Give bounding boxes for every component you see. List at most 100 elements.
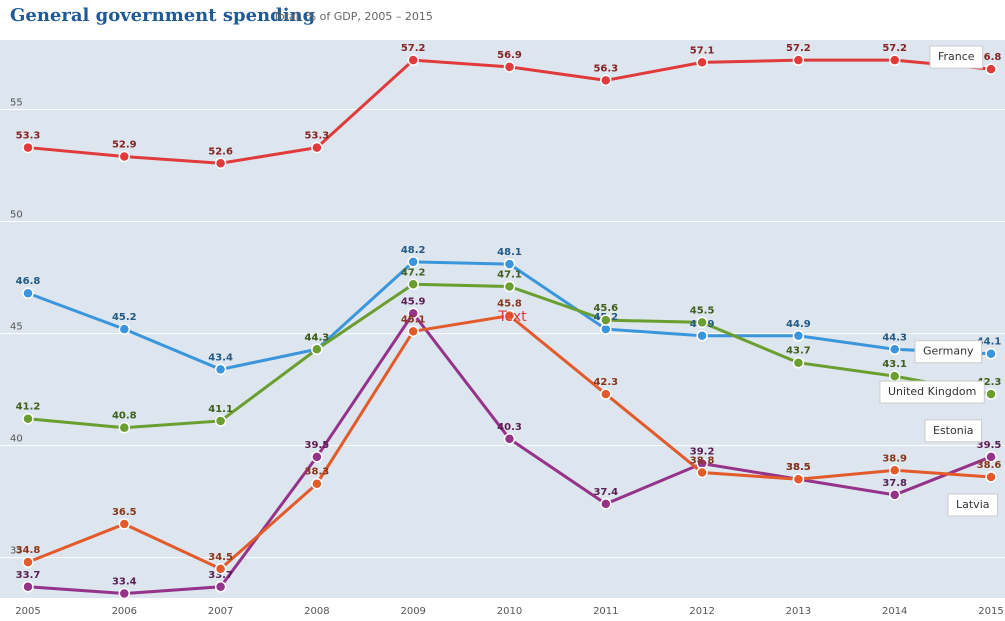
data-label: 38.9 bbox=[882, 453, 907, 464]
data-point bbox=[503, 433, 516, 445]
data-label: 37.8 bbox=[882, 478, 907, 489]
data-label: 44.3 bbox=[882, 332, 907, 343]
chart-title: General government spending bbox=[10, 5, 316, 26]
data-point bbox=[696, 56, 708, 69]
data-point bbox=[407, 325, 419, 338]
data-point bbox=[600, 74, 612, 87]
data-label: 41.1 bbox=[208, 404, 233, 415]
data-point bbox=[600, 498, 612, 510]
y-tick-label: 45 bbox=[10, 322, 23, 333]
data-point bbox=[503, 258, 516, 270]
data-point bbox=[985, 451, 997, 463]
x-tick-label: 2012 bbox=[689, 606, 714, 617]
data-point bbox=[985, 347, 997, 360]
data-point bbox=[985, 471, 997, 483]
data-point bbox=[503, 280, 516, 293]
x-tick-label: 2008 bbox=[304, 606, 329, 617]
annotation: Text bbox=[497, 309, 527, 325]
data-label: 39.5 bbox=[977, 440, 1002, 451]
data-label: 37.4 bbox=[593, 487, 618, 498]
legend-box bbox=[929, 45, 984, 69]
data-label: 45.5 bbox=[690, 305, 715, 316]
data-point bbox=[888, 54, 901, 66]
data-point bbox=[985, 388, 997, 400]
data-point bbox=[503, 309, 516, 322]
data-point bbox=[696, 316, 708, 329]
data-label: 43.1 bbox=[882, 359, 907, 370]
data-label: 40.3 bbox=[497, 422, 522, 433]
data-point bbox=[311, 141, 323, 154]
data-label: 45.8 bbox=[497, 299, 522, 310]
data-point bbox=[888, 343, 901, 356]
data-label: 43.4 bbox=[208, 352, 233, 363]
data-label: 34.8 bbox=[16, 545, 41, 556]
data-label: 38.3 bbox=[305, 467, 330, 478]
y-tick-label: 50 bbox=[10, 210, 23, 221]
data-point bbox=[696, 330, 708, 342]
data-label: 44.1 bbox=[977, 337, 1002, 348]
data-point bbox=[118, 587, 131, 600]
data-point bbox=[214, 415, 227, 427]
data-label: 46.8 bbox=[16, 276, 41, 287]
data-label: 47.2 bbox=[401, 267, 426, 278]
data-label: 43.7 bbox=[786, 346, 811, 357]
data-label: 40.8 bbox=[112, 411, 137, 422]
data-label: 57.2 bbox=[401, 43, 426, 54]
data-label: 45.2 bbox=[112, 312, 137, 323]
x-tick-label: 2009 bbox=[400, 606, 425, 617]
x-tick-label: 2013 bbox=[786, 606, 811, 617]
legend-label: United Kingdom bbox=[888, 385, 976, 398]
x-tick-label: 2015 bbox=[978, 606, 1003, 617]
data-point bbox=[118, 421, 131, 434]
data-label: 45.6 bbox=[593, 303, 618, 314]
x-tick-label: 2007 bbox=[208, 606, 233, 617]
x-tick-label: 2005 bbox=[15, 606, 40, 617]
data-point bbox=[792, 473, 805, 485]
data-label: 38.8 bbox=[690, 456, 715, 467]
data-label: 33.4 bbox=[112, 577, 137, 588]
data-point bbox=[503, 61, 516, 73]
data-label: 57.2 bbox=[786, 43, 811, 54]
legend-label: Germany bbox=[923, 345, 974, 358]
x-tick-label: 2014 bbox=[882, 606, 907, 617]
data-point bbox=[214, 563, 227, 575]
data-point bbox=[214, 581, 227, 593]
data-point bbox=[985, 63, 997, 75]
data-label: 38.6 bbox=[977, 460, 1002, 471]
data-label: 56.9 bbox=[497, 50, 522, 61]
y-tick-label: 55 bbox=[10, 97, 23, 108]
data-point bbox=[407, 307, 419, 320]
data-label: 44.3 bbox=[305, 332, 330, 343]
data-point bbox=[118, 323, 131, 335]
data-point bbox=[22, 412, 34, 425]
data-point bbox=[407, 54, 419, 66]
data-point bbox=[407, 278, 419, 291]
data-point bbox=[311, 477, 323, 490]
y-tick-label: 35 bbox=[10, 546, 23, 557]
data-point bbox=[22, 556, 34, 568]
plot-area bbox=[0, 40, 1005, 598]
chart-subtitle: Total, % of GDP, 2005 – 2015 bbox=[272, 10, 433, 23]
data-label: 52.6 bbox=[208, 146, 233, 157]
data-point bbox=[311, 451, 323, 463]
data-point bbox=[214, 157, 227, 170]
data-label: 57.1 bbox=[690, 45, 715, 56]
data-label: 44.3 bbox=[305, 332, 330, 343]
data-label: 56.8 bbox=[977, 52, 1002, 63]
x-tick-label: 2006 bbox=[112, 606, 137, 617]
data-label: 41.2 bbox=[16, 402, 41, 413]
legend-label: France bbox=[938, 50, 975, 63]
data-label: 53.3 bbox=[305, 131, 330, 142]
data-label: 45.9 bbox=[401, 296, 426, 307]
data-point bbox=[600, 388, 612, 400]
data-point bbox=[888, 464, 901, 477]
data-point bbox=[792, 330, 805, 342]
data-label: 38.5 bbox=[786, 462, 811, 473]
data-point bbox=[22, 141, 34, 154]
data-point bbox=[792, 356, 805, 369]
legend-box bbox=[879, 380, 985, 404]
data-point bbox=[888, 370, 901, 382]
legend-box bbox=[947, 493, 998, 517]
data-label: 39.5 bbox=[305, 440, 330, 451]
